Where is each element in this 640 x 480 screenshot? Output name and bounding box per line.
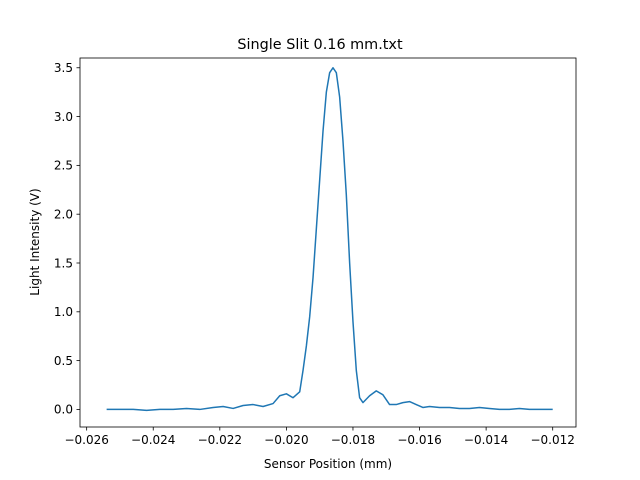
x-tick-label: −0.022 xyxy=(198,433,242,447)
y-axis-ticks: 0.0 0.5 1.0 1.5 2.0 2.5 3.0 3.5 xyxy=(54,61,80,417)
axes-frame xyxy=(79,57,577,428)
series-line-0 xyxy=(106,67,553,412)
y-tick-label: 2.5 xyxy=(54,159,73,173)
y-tick-label: 3.0 xyxy=(54,110,73,124)
y-tick-label: 3.5 xyxy=(54,61,73,75)
x-tick-label: −0.012 xyxy=(530,433,574,447)
x-axis-label: Sensor Position (mm) xyxy=(264,457,392,471)
x-tick-label: −0.024 xyxy=(131,433,175,447)
y-tick-label: 1.0 xyxy=(54,305,73,319)
y-tick-label: 1.5 xyxy=(54,256,73,270)
y-tick-label: 0.5 xyxy=(54,354,73,368)
y-tick-label: 2.0 xyxy=(54,207,73,221)
y-axis-label: Light Intensity (V) xyxy=(28,188,42,295)
x-tick-label: −0.016 xyxy=(397,433,441,447)
chart-title: Single Slit 0.16 mm.txt xyxy=(237,37,403,53)
x-tick-label: −0.026 xyxy=(64,433,108,447)
x-tick-label: −0.020 xyxy=(264,433,308,447)
x-tick-label: −0.014 xyxy=(464,433,508,447)
x-axis-ticks: −0.026 −0.024 −0.022 −0.020 −0.018 −0.016 −0.0… xyxy=(64,427,575,447)
plot-area xyxy=(106,67,553,412)
x-tick-label: −0.018 xyxy=(331,433,375,447)
y-tick-label: 0.0 xyxy=(54,403,73,417)
